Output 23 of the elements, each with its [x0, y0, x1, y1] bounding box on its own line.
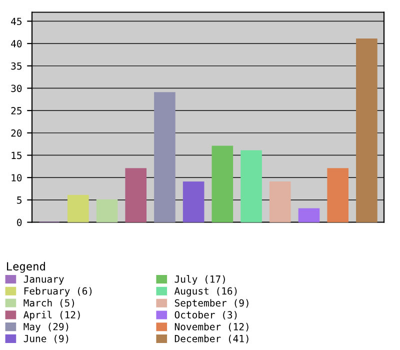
y-tick-label: 15 [12, 152, 22, 160]
legend-label: September (9) [174, 299, 248, 308]
legend-label: February (6) [24, 287, 92, 297]
y-tick-label: 40 [11, 40, 22, 48]
legend-label: May (29) [24, 322, 68, 332]
y-tick-label: 25 [11, 107, 22, 114]
legend-label: August (16) [174, 287, 237, 297]
y-tick-label: 10 [12, 174, 22, 182]
y-tick-label: 45 [11, 18, 22, 26]
y-tick-label: 30 [11, 84, 22, 92]
legend-label: November (12) [174, 322, 248, 332]
legend-title: Legend [7, 262, 45, 273]
legend-label: April (12) [24, 310, 80, 320]
legend-label: December (41) [174, 334, 248, 344]
legend-label: October (3) [174, 310, 237, 320]
legend-label: March (5) [24, 299, 74, 308]
legend-label: June (9) [24, 334, 68, 344]
y-tick-label: 0 [17, 218, 22, 226]
y-tick-label: 20 [11, 129, 22, 137]
legend-label: July (17) [174, 275, 225, 285]
y-tick-label: 5 [17, 196, 22, 204]
legend-label: January [24, 276, 64, 285]
y-tick-label: 35 [11, 62, 22, 70]
